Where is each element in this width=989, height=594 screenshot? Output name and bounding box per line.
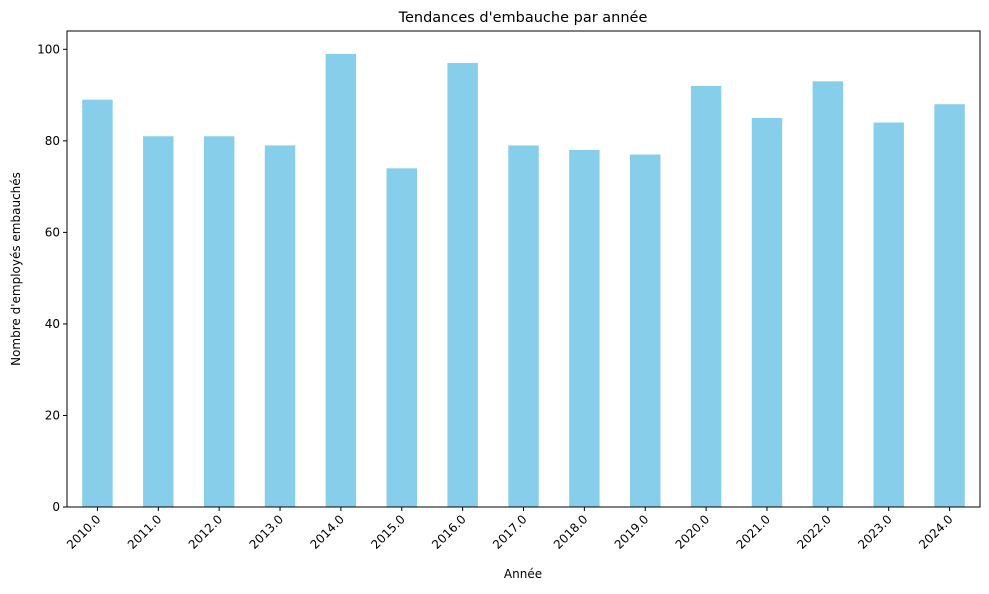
x-tick-label: 2010.0	[64, 512, 104, 552]
bar-2023.0	[873, 122, 904, 508]
bar-2018.0	[569, 150, 600, 507]
bar-2011.0	[143, 136, 174, 507]
y-tick-label: 100	[37, 42, 60, 56]
y-tick-label: 20	[45, 408, 60, 422]
x-tick-label: 2012.0	[186, 512, 226, 552]
x-tick-label: 2019.0	[612, 512, 652, 552]
bar-2024.0	[934, 104, 965, 507]
bars-layer	[82, 53, 965, 508]
y-axis-label: Nombre d'employés embauchés	[9, 172, 23, 366]
bar-2012.0	[203, 136, 235, 507]
y-tick-label: 80	[45, 134, 60, 148]
bar-2016.0	[447, 63, 478, 508]
x-tick-label: 2011.0	[125, 512, 165, 552]
bar-2022.0	[812, 81, 844, 507]
bar-2017.0	[508, 145, 539, 507]
x-tick-label: 2021.0	[733, 512, 773, 552]
bar-2015.0	[386, 168, 417, 508]
y-axis: 0 20 40 60 80 100	[37, 42, 67, 514]
x-tick-label: 2017.0	[490, 512, 530, 552]
x-tick-label: 2015.0	[368, 512, 408, 552]
chart-title: Tendances d'embauche par année	[398, 10, 648, 26]
bar-2013.0	[264, 145, 296, 507]
x-tick-label: 2023.0	[855, 512, 895, 552]
y-tick-label: 60	[45, 225, 60, 239]
y-tick-label: 0	[52, 500, 60, 514]
x-tick-label: 2022.0	[794, 512, 834, 552]
bar-2019.0	[630, 154, 661, 508]
x-tick-label: 2014.0	[307, 512, 347, 552]
x-tick-label: 2020.0	[673, 512, 713, 552]
x-tick-label: 2018.0	[551, 512, 591, 552]
x-axis: 2010.0 2011.0 2012.0 2013.0 2014.0 2015.0 2016…	[64, 507, 956, 552]
x-tick-label: 2016.0	[429, 512, 469, 552]
bar-2021.0	[751, 117, 783, 507]
y-tick-label: 40	[45, 317, 60, 331]
bar-2020.0	[690, 85, 722, 507]
x-tick-label: 2024.0	[916, 512, 956, 552]
bar-2010.0	[82, 99, 113, 508]
x-axis-label: Année	[504, 567, 542, 581]
x-tick-label: 2013.0	[247, 512, 287, 552]
bar-2014.0	[325, 53, 357, 508]
